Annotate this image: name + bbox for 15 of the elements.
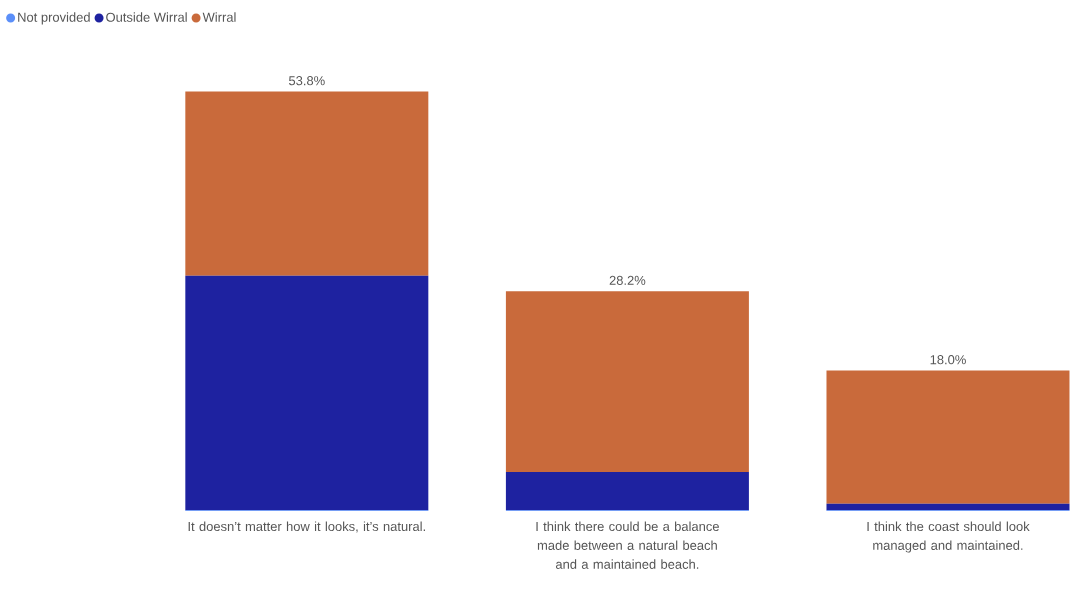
bar [185, 91, 429, 276]
x-tick-label: I think the coast should look managed and maintained. [867, 521, 1030, 553]
legend-label: Wirral [202, 12, 236, 22]
legend-label: Not provided [18, 12, 90, 25]
bar [826, 370, 1070, 504]
bar [185, 275, 429, 511]
annotation: 18.0% [930, 355, 966, 365]
text: 53.8% [288, 76, 325, 86]
annotation: 28.2% [609, 275, 646, 285]
bar [505, 291, 749, 472]
legend-label: Outside Wirral [106, 12, 187, 22]
bar [826, 503, 1070, 511]
x-tick-label: It doesn’t matter how it looks, it’s natural. [188, 521, 425, 533]
bar [505, 471, 749, 511]
x-tick-label: I think there could be a balance made between a natural beach and a maintained beach. [536, 521, 719, 569]
